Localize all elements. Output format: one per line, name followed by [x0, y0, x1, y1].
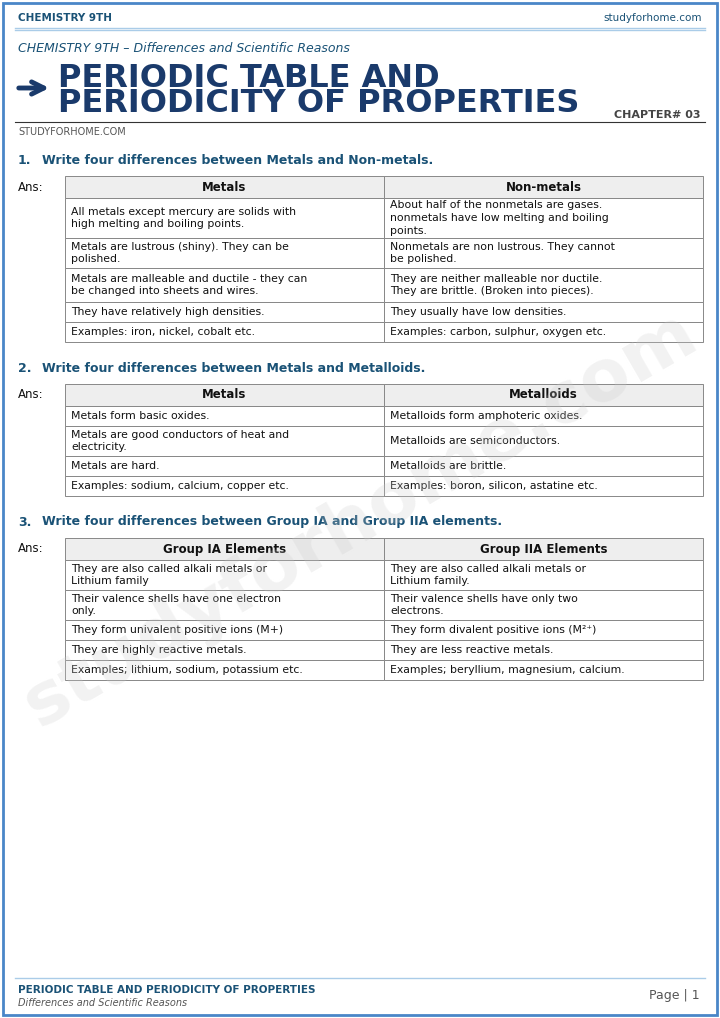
Text: They form divalent positive ions (M²⁺): They form divalent positive ions (M²⁺) — [390, 625, 596, 635]
Text: 1.: 1. — [18, 154, 32, 167]
Text: CHEMISTRY 9TH: CHEMISTRY 9TH — [18, 13, 112, 23]
Text: They are highly reactive metals.: They are highly reactive metals. — [71, 645, 246, 655]
Text: studyforhome.com: studyforhome.com — [603, 13, 702, 23]
Text: Metals are malleable and ductile - they can
be changed into sheets and wires.: Metals are malleable and ductile - they … — [71, 274, 307, 296]
Text: Examples: boron, silicon, astatine etc.: Examples: boron, silicon, astatine etc. — [390, 480, 598, 491]
Text: Write four differences between Metals and Metalloids.: Write four differences between Metals an… — [42, 361, 426, 375]
Bar — [65, 590, 384, 620]
Bar — [384, 538, 703, 560]
Text: Ans:: Ans: — [18, 389, 44, 401]
Bar — [384, 456, 703, 476]
Text: Metalloids form amphoteric oxides.: Metalloids form amphoteric oxides. — [390, 411, 582, 421]
Text: PERIODICITY OF PROPERTIES: PERIODICITY OF PROPERTIES — [58, 88, 580, 118]
Bar — [65, 538, 384, 560]
Text: All metals except mercury are solids with
high melting and boiling points.: All metals except mercury are solids wit… — [71, 207, 296, 229]
Text: Differences and Scientific Reasons: Differences and Scientific Reasons — [18, 998, 187, 1008]
Text: Metalloids: Metalloids — [509, 389, 578, 401]
Text: Ans:: Ans: — [18, 543, 44, 556]
Bar — [384, 660, 703, 680]
Text: About half of the nonmetals are gases.
nonmetals have low melting and boiling
po: About half of the nonmetals are gases. n… — [390, 201, 608, 236]
Text: Examples; beryllium, magnesium, calcium.: Examples; beryllium, magnesium, calcium. — [390, 665, 625, 675]
Text: Nonmetals are non lustrous. They cannot
be polished.: Nonmetals are non lustrous. They cannot … — [390, 241, 615, 265]
Text: Their valence shells have one electron
only.: Their valence shells have one electron o… — [71, 593, 281, 617]
Bar — [65, 426, 384, 456]
Text: They are also called alkali metals or
Lithium family: They are also called alkali metals or Li… — [71, 564, 267, 586]
Text: CHAPTER# 03: CHAPTER# 03 — [613, 110, 700, 120]
Bar — [65, 176, 384, 197]
Bar — [65, 238, 384, 268]
Text: They have relatively high densities.: They have relatively high densities. — [71, 307, 264, 317]
Text: Write four differences between Group IA and Group IIA elements.: Write four differences between Group IA … — [42, 515, 502, 528]
Text: Metalloids are brittle.: Metalloids are brittle. — [390, 461, 506, 471]
Text: Their valence shells have only two
electrons.: Their valence shells have only two elect… — [390, 593, 578, 617]
Text: They are also called alkali metals or
Lithium family.: They are also called alkali metals or Li… — [390, 564, 586, 586]
Text: CHEMISTRY 9TH – Differences and Scientific Reasons: CHEMISTRY 9TH – Differences and Scientif… — [18, 42, 350, 55]
Text: Metals: Metals — [202, 180, 247, 193]
Text: Examples: iron, nickel, cobalt etc.: Examples: iron, nickel, cobalt etc. — [71, 327, 255, 337]
Bar — [384, 476, 703, 496]
Bar — [65, 620, 384, 640]
Bar — [65, 560, 384, 590]
Text: studyforhome.com: studyforhome.com — [12, 299, 708, 741]
Text: Non-metals: Non-metals — [505, 180, 582, 193]
Text: They are less reactive metals.: They are less reactive metals. — [390, 645, 554, 655]
Bar — [384, 268, 703, 302]
Text: Metals are hard.: Metals are hard. — [71, 461, 160, 471]
Bar — [65, 197, 384, 238]
Bar — [384, 406, 703, 426]
Text: Examples: sodium, calcium, copper etc.: Examples: sodium, calcium, copper etc. — [71, 480, 289, 491]
Bar — [65, 268, 384, 302]
Text: Ans:: Ans: — [18, 180, 44, 193]
Bar — [384, 426, 703, 456]
Text: 3.: 3. — [18, 515, 32, 528]
Text: They are neither malleable nor ductile.
They are brittle. (Broken into pieces).: They are neither malleable nor ductile. … — [390, 274, 603, 296]
Bar — [384, 590, 703, 620]
Text: Page | 1: Page | 1 — [649, 988, 700, 1002]
Text: Metals are lustrous (shiny). They can be
polished.: Metals are lustrous (shiny). They can be… — [71, 241, 289, 265]
Bar — [384, 620, 703, 640]
Bar — [65, 302, 384, 322]
Bar — [65, 640, 384, 660]
Text: They form univalent positive ions (M+): They form univalent positive ions (M+) — [71, 625, 283, 635]
Text: Examples: carbon, sulphur, oxygen etc.: Examples: carbon, sulphur, oxygen etc. — [390, 327, 606, 337]
Bar — [65, 456, 384, 476]
Bar — [384, 384, 703, 406]
Bar — [65, 660, 384, 680]
Bar — [384, 238, 703, 268]
Text: Metals: Metals — [202, 389, 247, 401]
Text: Write four differences between Metals and Non-metals.: Write four differences between Metals an… — [42, 154, 433, 167]
Bar — [384, 640, 703, 660]
Bar — [384, 302, 703, 322]
Text: Metals form basic oxides.: Metals form basic oxides. — [71, 411, 210, 421]
Bar — [384, 197, 703, 238]
Bar — [65, 322, 384, 342]
Bar — [65, 476, 384, 496]
Text: Examples; lithium, sodium, potassium etc.: Examples; lithium, sodium, potassium etc… — [71, 665, 302, 675]
Bar — [65, 406, 384, 426]
Text: They usually have low densities.: They usually have low densities. — [390, 307, 567, 317]
Text: Group IA Elements: Group IA Elements — [163, 543, 286, 556]
Text: Group IIA Elements: Group IIA Elements — [480, 543, 607, 556]
Bar — [384, 176, 703, 197]
Text: STUDYFORHOME.COM: STUDYFORHOME.COM — [18, 127, 126, 137]
Bar — [384, 322, 703, 342]
Text: PERIODIC TABLE AND PERIODICITY OF PROPERTIES: PERIODIC TABLE AND PERIODICITY OF PROPER… — [18, 985, 315, 995]
Bar — [384, 560, 703, 590]
Text: Metalloids are semiconductors.: Metalloids are semiconductors. — [390, 436, 560, 446]
Text: PERIODIC TABLE AND: PERIODIC TABLE AND — [58, 62, 440, 94]
Text: Metals are good conductors of heat and
electricity.: Metals are good conductors of heat and e… — [71, 430, 289, 452]
Bar — [65, 384, 384, 406]
Text: 2.: 2. — [18, 361, 32, 375]
